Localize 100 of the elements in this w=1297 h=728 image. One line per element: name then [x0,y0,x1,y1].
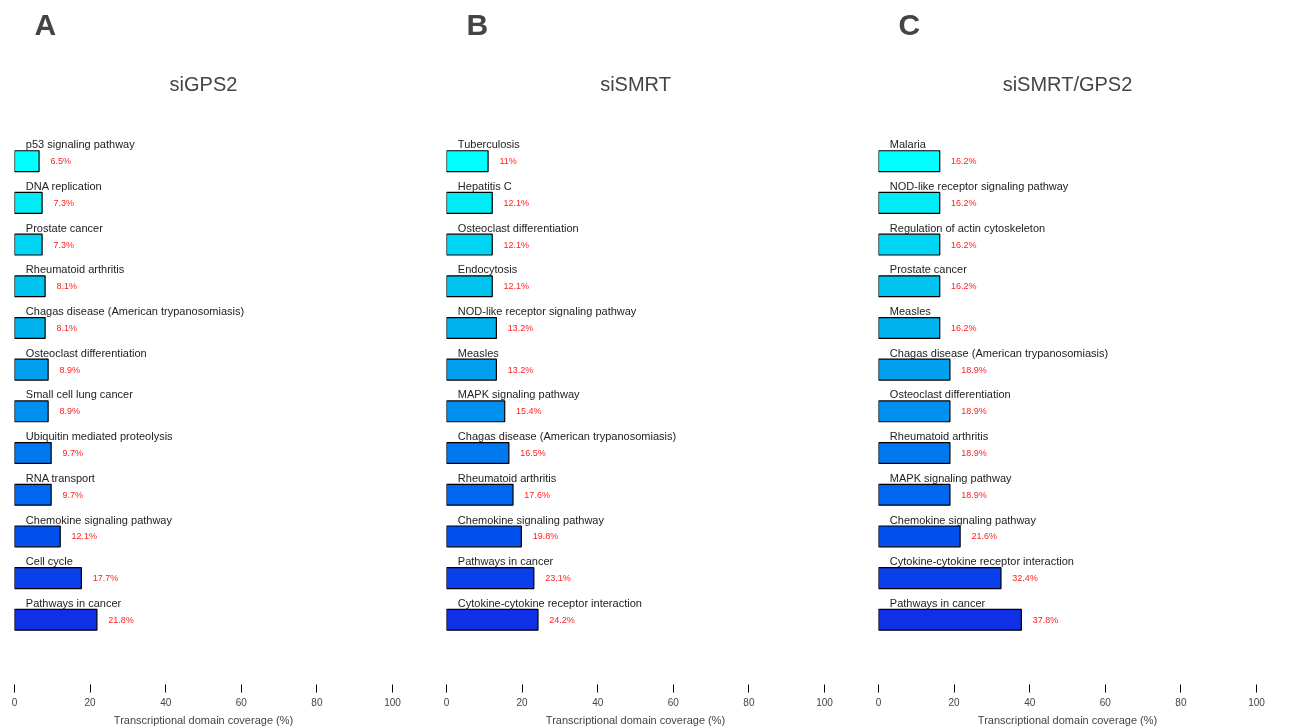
data-label: 18.9% [961,406,987,417]
bar [878,233,941,256]
y-tick-label: Chemokine signaling pathway [889,513,1037,526]
x-tick-label: 20 [84,696,97,708]
x-axis-title: Transcriptional domain coverage (%) [545,713,726,726]
bar [14,358,49,381]
data-label: 7.3% [53,239,74,250]
bar [14,150,40,173]
bar [878,400,951,423]
data-label: 13.2% [507,322,534,333]
x-tick-label: 60 [667,696,680,708]
y-tick-label: Prostate cancer [25,221,104,234]
data-label: 15.4% [516,406,542,417]
data-label: 12.1% [503,281,530,292]
y-tick-label: Chagas disease (American trypanosomiasis) [25,305,245,318]
x-tick-label: 40 [1024,696,1036,708]
chart-title: siSMRT [600,72,671,95]
y-tick-label: Ubiquitin mediated proteolysis [25,430,174,443]
y-tick-label: Cytokine-cytokine receptor interaction [457,596,642,609]
bar [446,608,539,631]
x-tick-label: 0 [875,696,882,708]
chart-title: siSMRT/GPS2 [1002,72,1133,95]
data-label: 8.9% [59,364,80,375]
y-tick-label: Pathways in cancer [457,555,554,568]
text: A [34,7,57,41]
y-tick-label: NOD-like receptor signaling pathway [457,305,637,318]
y-tick-label: Chemokine signaling pathway [25,513,173,526]
x-tick-label: 20 [516,696,529,708]
bar [446,525,522,548]
data-label: 16.2% [951,322,977,333]
data-label: 6.5% [50,156,71,167]
data-label: 23.1% [545,573,571,584]
y-tick-label: Osteoclast differentiation [457,221,579,234]
bar [878,442,951,465]
y-tick-label: RNA transport [25,471,95,484]
bar [14,275,46,298]
data-label: 8.1% [56,322,77,333]
x-tick-label: 100 [384,696,402,708]
bar [446,316,497,339]
x-tick-label: 100 [1248,696,1266,708]
data-label: 16.2% [951,156,977,167]
y-tick-label: Endocytosis [457,263,518,276]
data-label: 18.9% [961,448,987,459]
bar [878,525,961,548]
bar [446,358,497,381]
bar [14,608,98,631]
x-tick-label: 60 [235,696,248,708]
y-tick-label: Pathways in cancer [25,596,122,609]
y-tick-label: Measles [457,346,500,359]
bar [14,567,83,590]
data-label: 12.1% [71,531,98,542]
x-tick-label: 100 [816,696,834,708]
x-tick-label: 40 [592,696,604,708]
bar [878,275,941,298]
bar [446,400,506,423]
y-tick-label: Pathways in cancer [889,596,986,609]
data-label: 17.7% [92,573,119,584]
data-label: 12.1% [503,239,530,250]
bar [878,608,1022,631]
bar [446,567,535,590]
y-tick-label: Osteoclast differentiation [25,346,147,359]
bar [14,525,61,548]
y-tick-label: Rheumatoid arthritis [25,263,125,276]
bar [446,483,514,506]
data-label: 17.6% [524,489,550,500]
y-tick-label: p53 signaling pathway [25,138,136,151]
bar [878,191,941,214]
chart-title: siGPS2 [169,72,238,95]
data-label: 9.7% [62,448,84,459]
data-label: 16.2% [951,197,977,208]
bar [878,567,1002,590]
data-label: 32.4% [1012,573,1038,584]
data-label: 16.2% [951,239,977,250]
y-tick-label: Chemokine signaling pathway [457,513,605,526]
bar [446,275,493,298]
data-label: 18.9% [961,364,987,375]
data-label: 12.1% [503,197,530,208]
text: C [898,7,921,41]
x-tick-label: 20 [948,696,961,708]
data-label: 37.8% [1032,614,1059,625]
data-label: 8.1% [56,281,77,292]
x-axis-title: Transcriptional domain coverage (%) [113,713,294,726]
y-tick-label: Cytokine-cytokine receptor interaction [889,555,1074,568]
y-tick-label: Measles [889,305,932,318]
y-tick-label: Rheumatoid arthritis [889,430,989,443]
x-tick-label: 0 [11,696,18,708]
bar [878,358,951,381]
x-tick-label: 80 [1175,696,1187,708]
data-label: 7.3% [53,197,74,208]
x-axis-title: Transcriptional domain coverage (%) [977,713,1158,726]
data-label: 18.9% [961,489,987,500]
bar [14,316,46,339]
bar [878,316,941,339]
y-tick-label: Malaria [889,138,927,151]
y-tick-label: Regulation of actin cytoskeleton [889,221,1046,234]
bar [446,150,489,173]
bar [14,400,49,423]
x-tick-label: 60 [1099,696,1112,708]
data-label: 19.8% [532,531,559,542]
bar [446,191,493,214]
